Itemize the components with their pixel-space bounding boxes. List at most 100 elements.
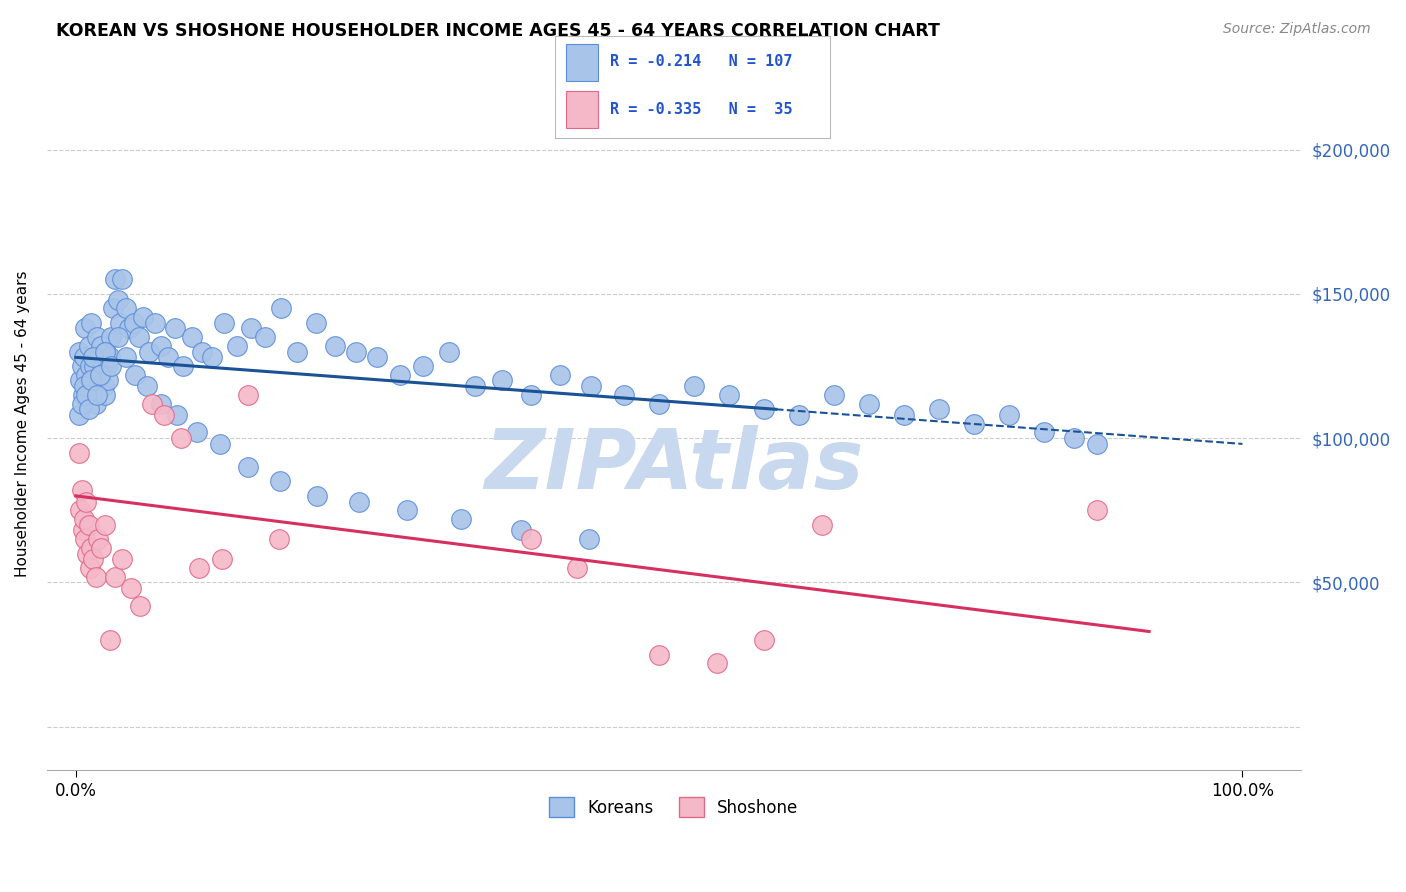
Point <box>83 359 105 373</box>
Point <box>212 316 235 330</box>
Point <box>269 475 291 489</box>
FancyBboxPatch shape <box>567 44 598 81</box>
Point <box>94 388 117 402</box>
Point <box>613 388 636 402</box>
Point <box>683 379 706 393</box>
Point <box>323 339 346 353</box>
Point <box>209 437 232 451</box>
Point <box>1063 431 1085 445</box>
Point <box>73 379 96 393</box>
Point <box>752 402 775 417</box>
Point <box>238 460 260 475</box>
Point <box>124 368 146 382</box>
Point <box>998 408 1021 422</box>
Point <box>166 408 188 422</box>
Point <box>84 569 107 583</box>
Point <box>94 344 117 359</box>
Point <box>111 552 134 566</box>
Point <box>389 368 412 382</box>
Point <box>93 379 115 393</box>
Point <box>270 301 292 316</box>
Point <box>143 316 166 330</box>
Point <box>153 408 176 422</box>
Point <box>86 388 108 402</box>
Point <box>344 344 367 359</box>
Point <box>67 344 90 359</box>
Point <box>77 339 100 353</box>
Point <box>115 351 138 365</box>
Point <box>72 524 94 538</box>
Point <box>79 561 101 575</box>
Point <box>412 359 434 373</box>
Point <box>67 408 90 422</box>
Point <box>104 569 127 583</box>
Point <box>188 561 211 575</box>
Point <box>128 330 150 344</box>
Point <box>787 408 810 422</box>
Point <box>548 368 571 382</box>
Point <box>141 396 163 410</box>
Point <box>96 359 118 373</box>
Point <box>648 648 671 662</box>
Point <box>823 388 845 402</box>
Point <box>79 359 101 373</box>
Point <box>201 351 224 365</box>
FancyBboxPatch shape <box>567 91 598 128</box>
Point <box>91 359 114 373</box>
Legend: Koreans, Shoshone: Koreans, Shoshone <box>543 790 806 824</box>
Point <box>82 388 104 402</box>
Point <box>69 503 91 517</box>
Point <box>89 368 111 382</box>
Point <box>578 532 600 546</box>
Point <box>94 517 117 532</box>
Point <box>80 541 103 555</box>
Text: KOREAN VS SHOSHONE HOUSEHOLDER INCOME AGES 45 - 64 YEARS CORRELATION CHART: KOREAN VS SHOSHONE HOUSEHOLDER INCOME AG… <box>56 22 941 40</box>
Point <box>77 402 100 417</box>
Point <box>706 657 728 671</box>
Point <box>396 503 419 517</box>
Point <box>239 321 262 335</box>
Point <box>287 344 309 359</box>
Point <box>567 561 589 575</box>
Point <box>136 379 159 393</box>
Point <box>437 344 460 359</box>
Point <box>225 339 247 353</box>
Point <box>69 373 91 387</box>
Point <box>84 396 107 410</box>
Point <box>107 293 129 307</box>
Point <box>718 388 741 402</box>
Point <box>101 301 124 316</box>
Point <box>186 425 208 440</box>
Point <box>1085 503 1108 517</box>
Text: R = -0.214   N = 107: R = -0.214 N = 107 <box>610 54 793 70</box>
Point <box>120 581 142 595</box>
Point <box>928 402 950 417</box>
Point <box>170 431 193 445</box>
Point <box>648 396 671 410</box>
Point <box>76 547 98 561</box>
Point <box>70 359 93 373</box>
Point <box>87 379 110 393</box>
Point <box>76 379 98 393</box>
Point <box>75 532 97 546</box>
Point <box>80 373 103 387</box>
Text: ZIPAtlas: ZIPAtlas <box>484 425 863 506</box>
Point <box>87 532 110 546</box>
Point <box>491 373 513 387</box>
Point <box>97 373 120 387</box>
Text: R = -0.335   N =  35: R = -0.335 N = 35 <box>610 102 793 117</box>
Point <box>520 388 543 402</box>
Point <box>191 344 214 359</box>
Point <box>100 330 122 344</box>
Point <box>307 489 329 503</box>
Point <box>238 388 260 402</box>
Point <box>73 512 96 526</box>
Point <box>98 633 121 648</box>
Point <box>464 379 486 393</box>
Point <box>67 445 90 459</box>
Point <box>132 310 155 324</box>
Point <box>70 396 93 410</box>
Point <box>510 524 533 538</box>
Point <box>893 408 915 422</box>
Point <box>100 359 122 373</box>
